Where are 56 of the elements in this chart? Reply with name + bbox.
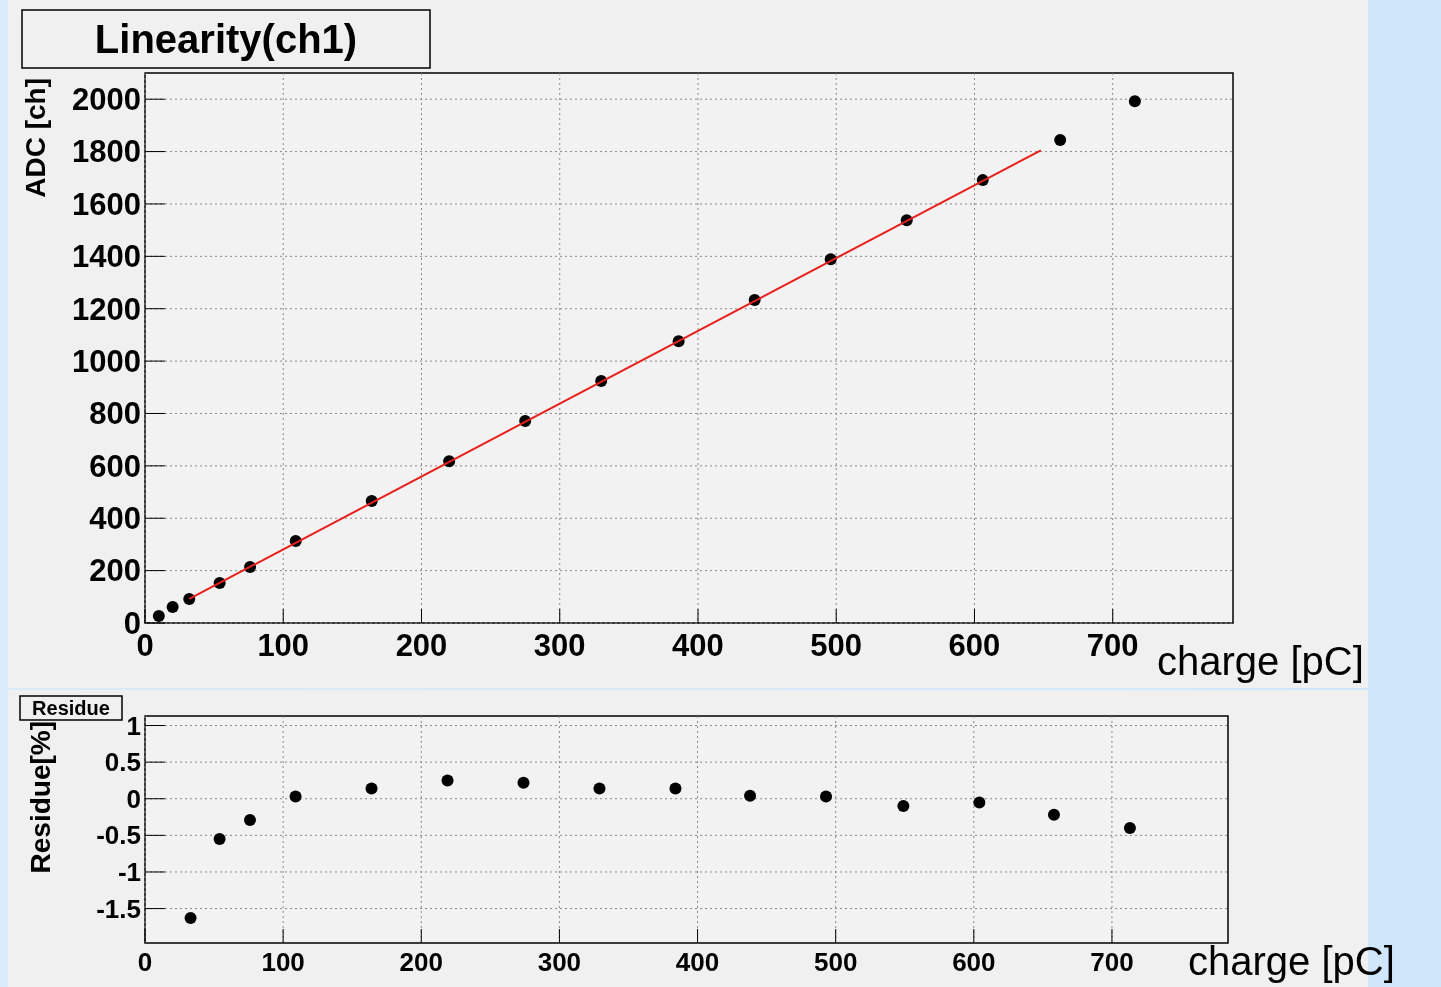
point — [820, 790, 833, 803]
point — [517, 776, 530, 789]
point — [289, 790, 302, 803]
point — [213, 833, 226, 846]
x-tick-label: 300 — [533, 628, 586, 663]
y-tick-label: 1000 — [72, 343, 141, 379]
x-tick-label: 400 — [672, 628, 724, 663]
x-tick-label: 100 — [257, 628, 310, 663]
y-tick-label: 800 — [89, 396, 141, 432]
chart-title: Residue — [32, 697, 110, 720]
x-tick-label: 200 — [399, 947, 443, 977]
x-tick-label: 500 — [813, 947, 858, 977]
y-tick-label: 1800 — [72, 134, 141, 170]
point — [1047, 808, 1060, 821]
x-tick-label: 500 — [810, 628, 863, 663]
point — [1128, 95, 1141, 108]
x-tick-label: 700 — [1090, 947, 1134, 977]
x-tick-label: 400 — [675, 947, 720, 977]
y-tick-label: -1.5 — [96, 893, 141, 924]
y-axis-title: ADC [ch] — [20, 78, 51, 198]
x-tick-label: 300 — [537, 947, 582, 977]
x-tick-label: 100 — [261, 947, 305, 977]
point — [1054, 134, 1067, 147]
chart-title: Linearity(ch1) — [94, 17, 358, 62]
y-tick-label: -1 — [117, 857, 141, 888]
y-tick-label: 400 — [89, 501, 141, 537]
y-tick-label: 1200 — [72, 291, 141, 327]
x-tick-label: 600 — [948, 628, 1001, 663]
point — [184, 912, 197, 925]
x-axis-title: charge [pC] — [1188, 939, 1395, 983]
x-tick-label: 200 — [395, 628, 448, 663]
point — [243, 813, 256, 826]
y-tick-label: 1400 — [72, 239, 141, 275]
y-tick-label: -0.5 — [96, 820, 141, 851]
y-tick-label: 0.5 — [104, 747, 141, 778]
point — [669, 782, 682, 795]
y-tick-label: 200 — [89, 553, 141, 589]
point — [593, 782, 606, 795]
point — [183, 592, 196, 605]
y-axis-title: Residue[%] — [25, 721, 56, 874]
x-axis-title: charge [pC] — [1157, 639, 1364, 683]
x-tick-label: 600 — [952, 947, 996, 977]
y-tick-label: 600 — [89, 448, 141, 484]
point — [897, 800, 910, 813]
point — [166, 601, 179, 614]
point — [441, 774, 454, 787]
point — [973, 796, 986, 809]
y-tick-label: 1600 — [72, 186, 141, 222]
x-tick-label: 700 — [1086, 628, 1139, 663]
y-tick-label: 1 — [126, 710, 141, 741]
y-tick-label: 2000 — [72, 82, 141, 118]
y-tick-label: 0 — [126, 783, 141, 814]
point — [365, 782, 378, 795]
point — [1123, 822, 1136, 835]
point — [152, 609, 165, 622]
point — [744, 789, 757, 802]
